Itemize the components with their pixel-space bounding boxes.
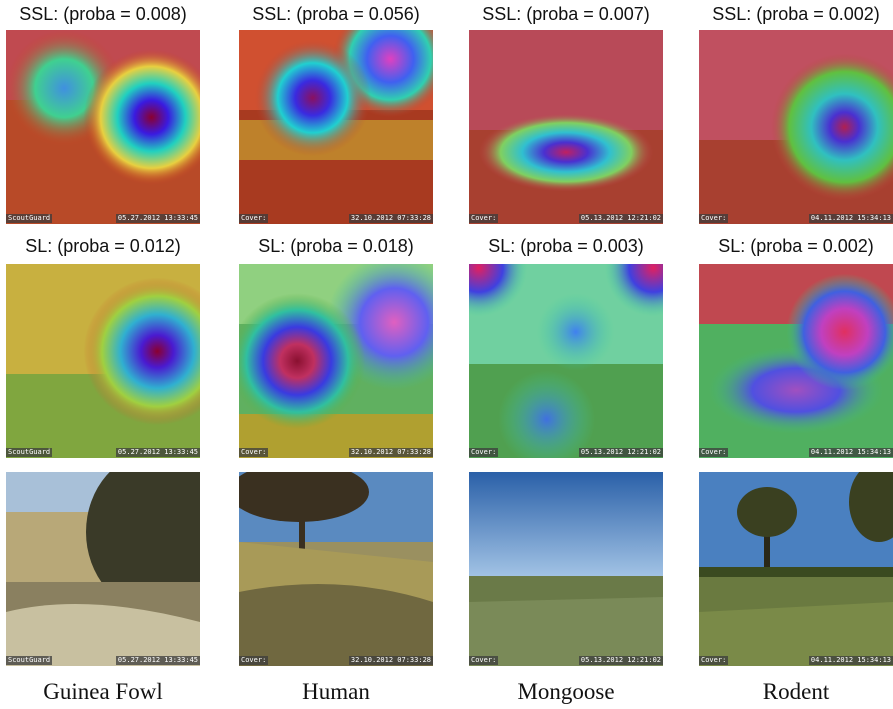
sl-label-mongoose: SL: (proba = 0.003) <box>488 236 644 256</box>
camera-brand-stamp: Cover: <box>469 214 499 223</box>
class-label-rodent: Rodent <box>762 679 830 704</box>
ssl-label-rodent: SSL: (proba = 0.002) <box>712 4 880 24</box>
camera-brand-stamp: Cover: <box>699 448 729 457</box>
camera-brand-stamp: ScoutGuard <box>6 214 53 223</box>
ssl-heatmap-guinea-fowl: ScoutGuard 05.27.2012 13:33:45 <box>6 30 200 224</box>
camera-timestamp: 05.27.2012 13:33:45 <box>115 448 200 457</box>
photo-human: Cover: 32.10.2012 07:33:28 <box>239 472 433 666</box>
camera-brand-stamp: Cover: <box>469 656 499 665</box>
photo-guinea-fowl: ScoutGuard 05.27.2012 13:33:45 <box>6 472 200 666</box>
sl-label-guinea-fowl: SL: (proba = 0.012) <box>25 236 181 256</box>
camera-brand-stamp: Cover: <box>469 448 499 457</box>
camera-timestamp: 04.11.2012 15:34:13 <box>808 656 893 665</box>
camera-brand-stamp: Cover: <box>239 214 269 223</box>
camera-timestamp: 05.27.2012 13:33:45 <box>115 656 200 665</box>
ssl-label-mongoose: SSL: (proba = 0.007) <box>482 4 650 24</box>
camera-timestamp: 32.10.2012 07:33:28 <box>348 656 433 665</box>
camera-timestamp: 04.11.2012 15:34:13 <box>808 214 893 223</box>
camera-brand-stamp: Cover: <box>239 448 269 457</box>
ssl-heatmap-rodent: Cover: 04.11.2012 15:34:13 <box>699 30 893 224</box>
sl-label-human: SL: (proba = 0.018) <box>258 236 414 256</box>
sl-label-rodent: SL: (proba = 0.002) <box>718 236 874 256</box>
camera-brand-stamp: ScoutGuard <box>6 656 53 665</box>
sl-heatmap-mongoose: Cover: 05.13.2012 12:21:02 <box>469 264 663 458</box>
camera-brand-stamp: Cover: <box>239 656 269 665</box>
ssl-label-human: SSL: (proba = 0.056) <box>252 4 420 24</box>
ssl-heatmap-mongoose: Cover: 05.13.2012 12:21:02 <box>469 30 663 224</box>
camera-brand-stamp: Cover: <box>699 656 729 665</box>
camera-brand-stamp: ScoutGuard <box>6 448 53 457</box>
camera-brand-stamp: Cover: <box>699 214 729 223</box>
camera-timestamp: 04.11.2012 15:34:13 <box>808 448 893 457</box>
ssl-heatmap-human: Cover: 32.10.2012 07:33:28 <box>239 30 433 224</box>
class-label-mongoose: Mongoose <box>517 679 615 704</box>
class-label-human: Human <box>302 679 370 704</box>
camera-timestamp: 32.10.2012 07:33:28 <box>348 448 433 457</box>
sl-heatmap-human: Cover: 32.10.2012 07:33:28 <box>239 264 433 458</box>
camera-timestamp: 05.27.2012 13:33:45 <box>115 214 200 223</box>
camera-timestamp: 05.13.2012 12:21:02 <box>578 214 663 223</box>
class-label-guinea-fowl: Guinea Fowl <box>43 679 163 704</box>
camera-timestamp: 32.10.2012 07:33:28 <box>348 214 433 223</box>
camera-timestamp: 05.13.2012 12:21:02 <box>578 448 663 457</box>
photo-mongoose: Cover: 05.13.2012 12:21:02 <box>469 472 663 666</box>
camera-timestamp: 05.13.2012 12:21:02 <box>578 656 663 665</box>
sl-heatmap-guinea-fowl: ScoutGuard 05.27.2012 13:33:45 <box>6 264 200 458</box>
photo-rodent: Cover: 04.11.2012 15:34:13 <box>699 472 893 666</box>
ssl-label-guinea-fowl: SSL: (proba = 0.008) <box>19 4 187 24</box>
sl-heatmap-rodent: Cover: 04.11.2012 15:34:13 <box>699 264 893 458</box>
